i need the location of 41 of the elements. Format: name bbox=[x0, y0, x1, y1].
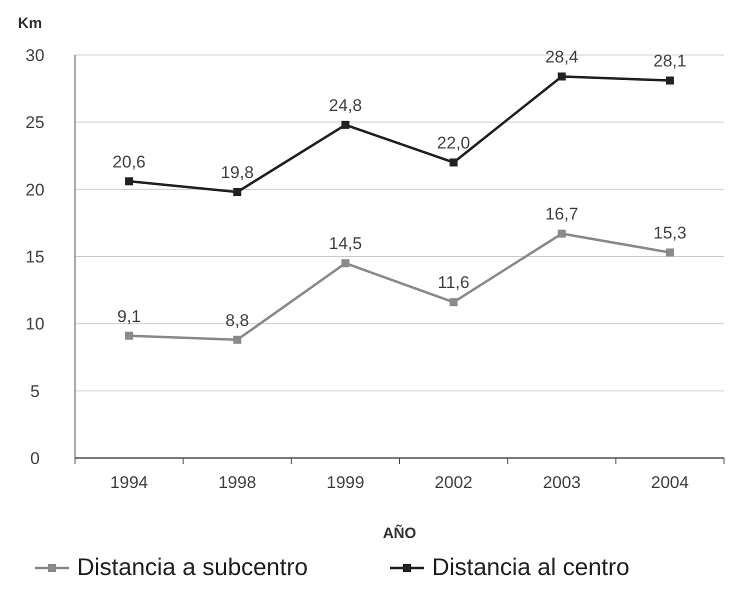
x-tick-label: 2002 bbox=[434, 473, 472, 492]
point bbox=[341, 120, 350, 129]
y-tick-label: 30 bbox=[26, 46, 44, 65]
data-label: 28,1 bbox=[653, 52, 686, 71]
point bbox=[125, 177, 134, 186]
y-tick-label: 25 bbox=[26, 113, 44, 132]
point bbox=[450, 158, 458, 166]
data-label: 9,1 bbox=[117, 306, 141, 326]
point bbox=[558, 230, 566, 238]
y-axis-title: Km bbox=[18, 15, 42, 32]
legend-label: Distancia al centro bbox=[432, 554, 630, 581]
data-label: 14,5 bbox=[328, 234, 362, 254]
data-label: 16,7 bbox=[545, 204, 578, 224]
data-label: 8,8 bbox=[225, 310, 250, 330]
data-label: 24,8 bbox=[328, 96, 362, 115]
data-label: 20,6 bbox=[112, 152, 146, 172]
point bbox=[666, 76, 674, 85]
y-tick-label: 20 bbox=[26, 180, 44, 200]
y-tick-label: 15 bbox=[26, 248, 44, 266]
point bbox=[450, 298, 458, 306]
data-label: 11,6 bbox=[438, 273, 470, 292]
point bbox=[666, 248, 674, 256]
y-tick-label: 10 bbox=[26, 314, 44, 334]
data-label: 28,4 bbox=[545, 47, 578, 66]
point bbox=[341, 259, 350, 268]
point bbox=[125, 332, 134, 340]
x-tick-label: 2004 bbox=[651, 473, 689, 492]
point bbox=[233, 188, 242, 196]
x-axis-title: AÑO bbox=[382, 524, 416, 542]
x-tick-label: 1998 bbox=[218, 473, 256, 492]
legend-label: Distancia a subcentro bbox=[77, 554, 308, 581]
data-label: 19,8 bbox=[220, 163, 254, 182]
x-tick-label: 1999 bbox=[326, 473, 364, 492]
data-label: 15,3 bbox=[653, 223, 686, 242]
y-tick-label: 0 bbox=[30, 449, 40, 468]
x-tick-label: 2003 bbox=[542, 473, 581, 492]
point bbox=[558, 72, 566, 80]
y-tick-label: 5 bbox=[30, 382, 40, 401]
x-tick-label: 1994 bbox=[110, 473, 148, 492]
data-label: 22,0 bbox=[437, 133, 470, 152]
point bbox=[233, 336, 242, 344]
